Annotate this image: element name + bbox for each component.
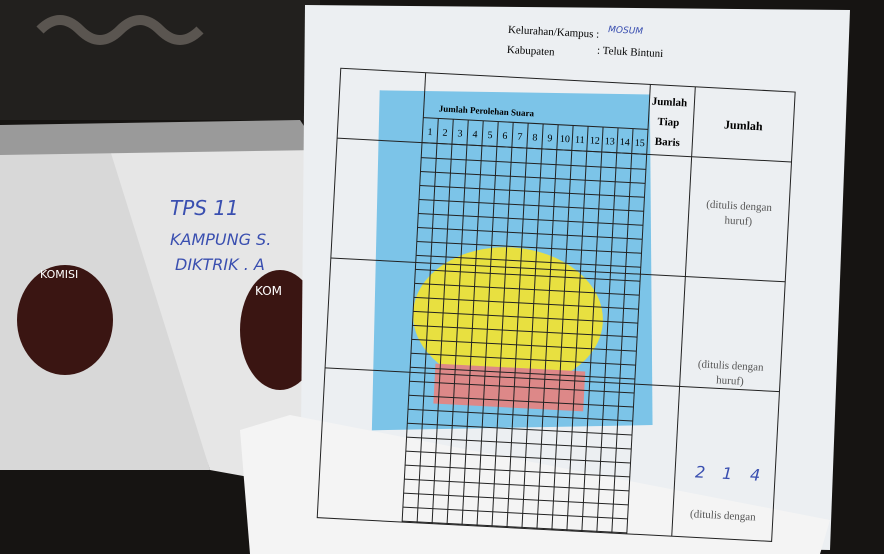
table-line [337,137,792,163]
grid-line [410,352,636,366]
grid-line [420,171,646,184]
emblem-sun [413,247,603,388]
grid-line [408,394,634,408]
note: huruf) [724,215,752,228]
column-label: 2 [442,128,448,139]
row-total-header: Baris [655,136,681,149]
grid-line [402,520,627,534]
box-handwriting: DIKTRIK . A [175,255,265,274]
grid-line [413,296,639,310]
column-label: 6 [502,131,508,142]
column-label: 15 [634,138,645,150]
tally: 1 [722,464,733,484]
column-label: 14 [619,137,630,149]
tally: 4 [750,465,761,485]
column-label: 1 [427,127,433,138]
table-line [423,117,649,130]
form: Kelurahan/Kampus : MOSUM Kabupaten : Tel… [316,24,796,542]
kelurahan-value: MOSUM [608,25,644,37]
table-line [325,367,780,393]
grid-line [404,478,630,492]
column-label: 7 [517,132,523,143]
grid-line [407,422,633,436]
grid-line [418,199,644,212]
note: (ditulis dengan [706,199,773,214]
kpu-logo [17,265,113,375]
grid-line [416,240,642,254]
column-label: 5 [487,130,493,141]
note: (ditulis dengan [690,508,757,523]
column-label: 8 [532,132,538,143]
table-line [671,86,696,537]
total-header: Jumlah [724,117,764,133]
grid-line [421,157,646,170]
grid-line [410,366,635,380]
box-lid [0,120,320,155]
kpu-logo [240,270,320,390]
column-label: 11 [575,135,585,146]
grid-line [403,492,629,506]
column-label: 13 [605,136,616,148]
kabupaten-label: Kabupaten [507,44,556,59]
kabupaten-value: : Teluk Bintuni [597,45,664,60]
note: (ditulis dengan [698,358,765,373]
column-label: 12 [590,135,601,147]
grid-line [405,464,630,478]
grid-line [412,324,638,338]
tally: 2 [695,462,706,482]
grid-line [417,226,643,240]
grid-line [409,380,635,394]
grid-line [414,282,640,296]
column-label: 3 [457,128,463,139]
grid-line [411,338,637,352]
emblem-band [433,363,586,412]
wall-pattern [36,15,204,45]
ballot-box-right [110,150,320,490]
grid-line [408,408,633,422]
table-line [330,257,786,283]
grid-line [402,506,628,520]
column-label: 10 [560,134,571,146]
paper-roll [240,415,830,554]
row-total-header: Tiap [657,116,679,129]
grid-line [419,185,645,198]
grid-line [415,268,641,282]
grid-line [418,212,644,226]
note: huruf) [716,374,744,387]
table-border [316,67,796,542]
grid-line [413,310,638,324]
column-label: 9 [547,133,553,144]
grid-line [405,450,631,464]
box-handwriting: TPS 11 [170,196,239,220]
kelurahan-label: Kelurahan/Kampus : [508,24,600,41]
box-label: KOM [255,284,282,298]
box-handwriting: KAMPUNG S. [170,230,271,249]
column-label: 4 [472,129,478,140]
grid-line [406,436,632,450]
box-label: KOMISI [40,268,78,281]
grid-line [416,254,641,268]
row-total-header: Jumlah [651,96,687,110]
